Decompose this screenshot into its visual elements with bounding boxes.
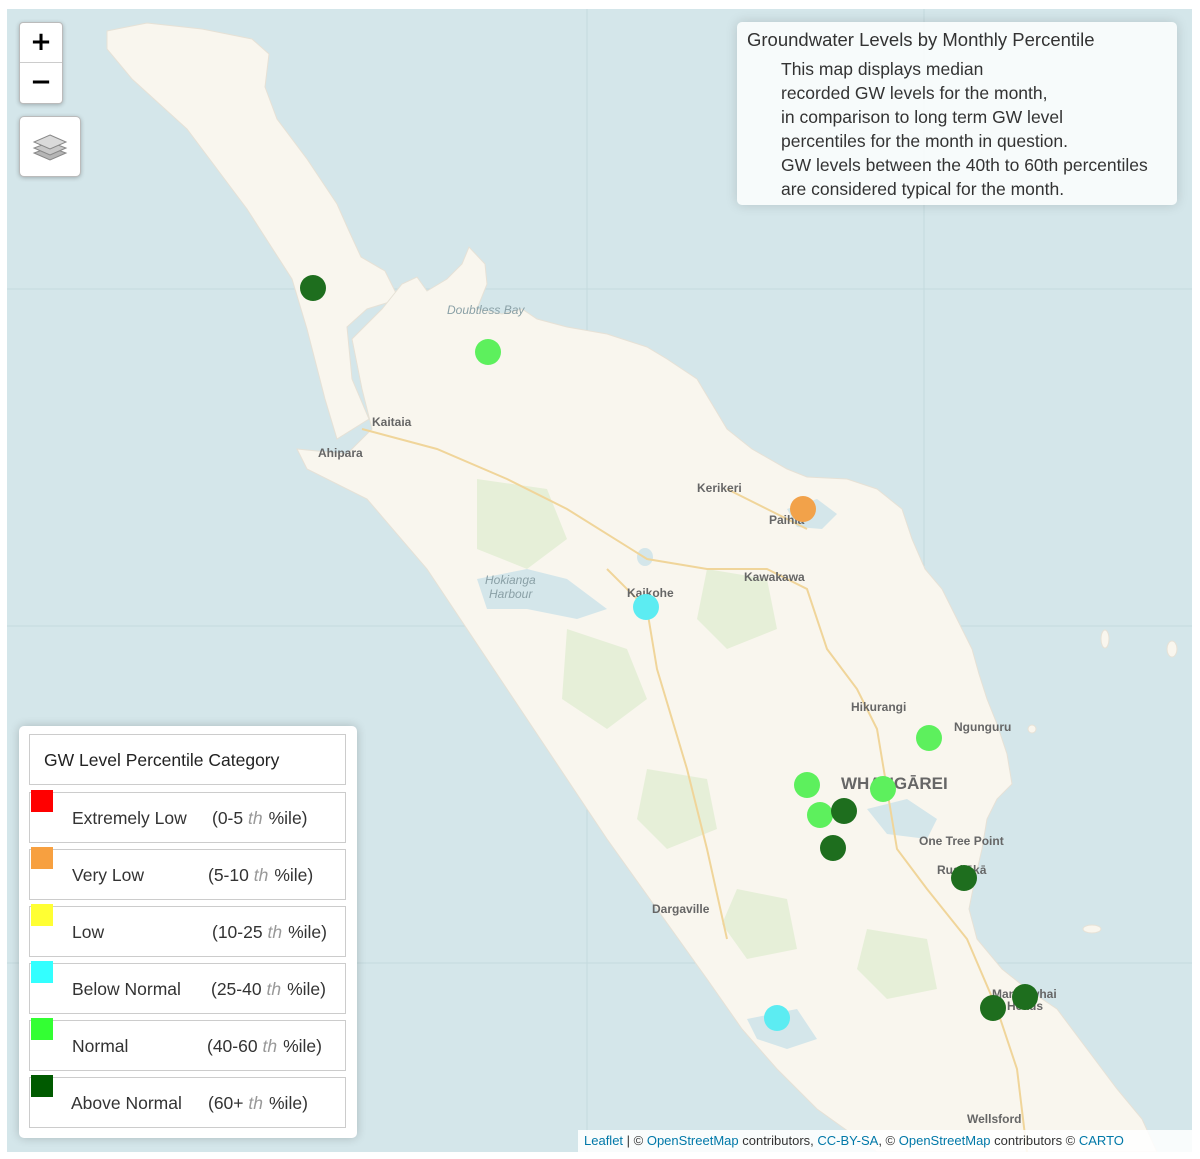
gw-marker[interactable]	[807, 802, 833, 828]
legend-swatch	[31, 904, 53, 926]
info-line: recorded GW levels for the month,	[781, 83, 1048, 103]
legend-range: (40-60 th %ile)	[207, 1036, 322, 1056]
legend: GW Level Percentile Category Extremely L…	[19, 726, 357, 1138]
place-kawakawa: Kawakawa	[744, 570, 805, 584]
zoom-out-button[interactable]: −	[20, 62, 62, 102]
parks	[477, 479, 937, 999]
legend-item-extremely-low: Extremely Low (0-5 th %ile)	[29, 790, 346, 843]
attribution-text: | ©	[623, 1133, 647, 1148]
place-one-tree-point: One Tree Point	[919, 834, 1004, 848]
zoom-in-button[interactable]: +	[30, 27, 52, 57]
info-line: This map displays median	[781, 59, 984, 79]
layers-button[interactable]	[19, 116, 81, 177]
carto-link[interactable]: CARTO	[1078, 1133, 1124, 1148]
legend-item-low: Low (10-25 th %ile)	[29, 904, 346, 957]
gw-marker[interactable]	[1012, 984, 1038, 1010]
legend-label: Low	[72, 922, 105, 942]
legend-swatch	[31, 1075, 53, 1097]
legend-range: (5-10 th %ile)	[208, 865, 314, 885]
legend-swatch	[31, 1018, 53, 1040]
legend-item-very-low: Very Low (5-10 th %ile)	[29, 847, 346, 900]
attribution-text: , ©	[878, 1133, 899, 1148]
legend-range: (0-5 th %ile)	[212, 808, 308, 828]
legend-swatch	[31, 961, 53, 983]
gw-marker[interactable]	[870, 776, 896, 802]
legend-title: GW Level Percentile Category	[29, 734, 346, 785]
place-hikurangi: Hikurangi	[851, 700, 906, 714]
info-line: GW levels between the 40th to 60th perce…	[781, 155, 1148, 175]
osm-link[interactable]: OpenStreetMap	[646, 1133, 739, 1148]
cc-by-sa-link[interactable]: CC-BY-SA	[817, 1133, 879, 1148]
legend-label: Normal	[72, 1036, 129, 1056]
leaflet-link[interactable]: Leaflet	[584, 1133, 624, 1148]
gw-marker[interactable]	[633, 594, 659, 620]
legend-item-normal: Normal (40-60 th %ile)	[29, 1018, 346, 1071]
place-kaitaia: Kaitaia	[372, 415, 412, 429]
legend-swatch	[31, 790, 53, 812]
attribution-text: contributors,	[738, 1133, 818, 1148]
islands	[1027, 629, 1178, 934]
gw-marker[interactable]	[980, 995, 1006, 1021]
legend-item-above-normal: Above Normal (60+ th %ile)	[29, 1075, 346, 1128]
legend-item-below-normal: Below Normal (25-40 th %ile)	[29, 961, 346, 1014]
gw-marker[interactable]	[790, 496, 816, 522]
legend-label: Extremely Low	[72, 808, 187, 828]
place-wellsford: Wellsford	[967, 1112, 1021, 1126]
place-kerikeri: Kerikeri	[697, 481, 742, 495]
gw-marker[interactable]	[475, 339, 501, 365]
legend-range: (10-25 th %ile)	[212, 922, 327, 942]
place-harbour: Harbour	[489, 587, 533, 601]
land-northland	[296, 246, 1158, 1152]
info-title: Groundwater Levels by Monthly Percentile	[747, 29, 1095, 50]
legend-range: (25-40 th %ile)	[211, 979, 326, 999]
osm-link-2[interactable]: OpenStreetMap	[898, 1133, 991, 1148]
place-hokianga: Hokianga	[485, 573, 536, 587]
gw-marker[interactable]	[916, 725, 942, 751]
gw-markers	[300, 275, 1038, 1031]
info-description: This map displays median recorded GW lev…	[781, 57, 1167, 201]
place-ahipara: Ahipara	[318, 446, 363, 460]
info-line: percentiles for the month in question.	[781, 131, 1068, 151]
layers-icon	[32, 133, 68, 161]
place-dargaville: Dargaville	[652, 902, 710, 916]
zoom-control: + −	[19, 22, 63, 104]
legend-swatch	[31, 847, 53, 869]
legend-range: (60+ th %ile)	[208, 1093, 308, 1113]
info-panel: Groundwater Levels by Monthly Percentile…	[737, 22, 1177, 205]
legend-label: Very Low	[72, 865, 144, 885]
gw-marker[interactable]	[300, 275, 326, 301]
legend-label: Below Normal	[72, 979, 181, 999]
attribution-text: contributors ©	[990, 1133, 1079, 1148]
info-line: in comparison to long term GW level	[781, 107, 1064, 127]
attribution: Leaflet | © OpenStreetMap contributors, …	[578, 1130, 1192, 1152]
gw-marker[interactable]	[951, 865, 977, 891]
gw-marker[interactable]	[831, 798, 857, 824]
place-doubtless-bay: Doubtless Bay	[447, 303, 525, 317]
info-line: are considered typical for the month.	[781, 179, 1065, 199]
gw-marker[interactable]	[820, 835, 846, 861]
gw-marker[interactable]	[794, 772, 820, 798]
place-ngunguru: Ngunguru	[954, 720, 1011, 734]
legend-label: Above Normal	[71, 1093, 182, 1113]
land-northern-peninsula	[106, 22, 400, 440]
gw-marker[interactable]	[764, 1005, 790, 1031]
